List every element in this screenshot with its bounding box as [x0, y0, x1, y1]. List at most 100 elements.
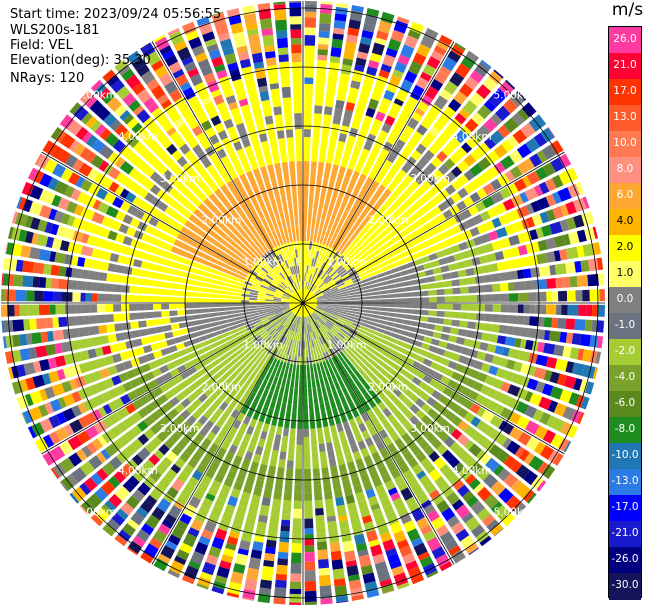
velocity-gate: [299, 380, 303, 389]
velocity-gate: [237, 51, 250, 61]
velocity-gate: [372, 477, 383, 488]
velocity-gate: [396, 16, 410, 25]
velocity-gate: [443, 350, 453, 359]
velocity-gate: [97, 435, 108, 447]
velocity-gate: [257, 438, 266, 448]
velocity-gate: [337, 255, 345, 263]
velocity-gate: [98, 272, 108, 282]
velocity-gate: [251, 317, 260, 322]
velocity-gate: [379, 229, 388, 239]
velocity-gate: [116, 421, 128, 434]
velocity-gate: [79, 147, 91, 160]
velocity-gate: [261, 99, 271, 110]
velocity-gate: [206, 164, 217, 175]
velocity-gate: [289, 7, 302, 17]
velocity-gate: [178, 348, 188, 357]
velocity-gate: [305, 273, 308, 282]
velocity-gate: [402, 552, 416, 565]
velocity-gate: [341, 303, 349, 306]
velocity-gate: [430, 260, 440, 268]
velocity-gate: [565, 261, 576, 274]
velocity-gate: [307, 265, 311, 274]
velocity-gate: [388, 487, 398, 496]
velocity-gate: [505, 495, 522, 511]
velocity-gate: [24, 393, 34, 407]
velocity-gate: [289, 313, 295, 321]
velocity-gate: [411, 285, 421, 291]
velocity-gate: [355, 415, 364, 426]
velocity-gate: [551, 174, 564, 189]
velocity-gate: [271, 449, 279, 459]
velocity-gate: [454, 129, 468, 144]
velocity-gate: [188, 382, 199, 392]
velocity-gate: [232, 176, 242, 187]
velocity-gate: [381, 472, 392, 484]
velocity-gate: [304, 570, 316, 582]
velocity-gate: [232, 31, 245, 40]
velocity-gate: [297, 249, 301, 258]
velocity-gate: [108, 475, 121, 489]
velocity-gate: [335, 372, 342, 382]
velocity-gate: [208, 368, 218, 377]
velocity-gate: [364, 306, 373, 310]
velocity-gate: [122, 214, 134, 225]
velocity-gate: [214, 397, 224, 407]
velocity-gate: [281, 362, 287, 371]
velocity-gate: [243, 284, 252, 289]
velocity-gate: [412, 309, 421, 315]
velocity-gate: [447, 236, 458, 246]
velocity-gate: [179, 451, 191, 463]
velocity-gate: [435, 553, 450, 568]
velocity-gate: [482, 76, 498, 92]
velocity-gate: [329, 316, 337, 322]
velocity-gate: [249, 305, 258, 309]
velocity-gate: [312, 460, 320, 469]
velocity-gate: [181, 575, 195, 585]
velocity-gate: [267, 164, 275, 174]
velocity-gate: [304, 316, 307, 325]
velocity-gate: [198, 353, 208, 362]
velocity-gate: [11, 365, 20, 379]
velocity-gate: [513, 220, 525, 233]
velocity-gate: [169, 317, 179, 324]
velocity-gate: [101, 503, 113, 516]
velocity-gate: [531, 241, 540, 253]
velocity-gate: [314, 310, 322, 316]
velocity-gate: [348, 269, 357, 276]
velocity-gate: [196, 132, 207, 143]
velocity-gate: [182, 209, 193, 219]
velocity-gate: [220, 411, 230, 422]
velocity-gate: [286, 329, 291, 338]
velocity-gate: [264, 233, 271, 243]
velocity-gate: [471, 112, 485, 126]
velocity-gate: [510, 246, 520, 257]
colorbar-segment: [609, 417, 641, 444]
velocity-gate: [403, 174, 414, 185]
velocity-gate: [291, 44, 302, 54]
velocity-gate: [151, 398, 162, 409]
velocity-gate: [173, 239, 184, 248]
velocity-gate: [174, 457, 186, 469]
velocity-gate: [183, 482, 196, 494]
velocity-gate: [428, 451, 440, 463]
velocity-gate: [513, 281, 525, 291]
velocity-gate: [372, 405, 382, 415]
velocity-gate: [277, 558, 288, 566]
velocity-gate: [287, 355, 292, 364]
velocity-gate: [451, 166, 463, 178]
velocity-gate: [373, 235, 382, 244]
velocity-gate: [380, 531, 392, 543]
velocity-gate: [182, 533, 197, 548]
velocity-gate: [131, 489, 145, 503]
velocity-gate: [388, 109, 398, 119]
velocity-gate: [280, 153, 288, 163]
velocity-gate: [502, 248, 513, 259]
velocity-gate: [239, 395, 248, 405]
velocity-gate: [97, 406, 107, 418]
velocity-gate: [237, 233, 246, 242]
velocity-gate: [233, 303, 242, 307]
velocity-gate: [259, 133, 268, 143]
velocity-gate: [377, 195, 387, 205]
velocity-gate: [87, 168, 99, 181]
velocity-gate: [290, 177, 297, 186]
